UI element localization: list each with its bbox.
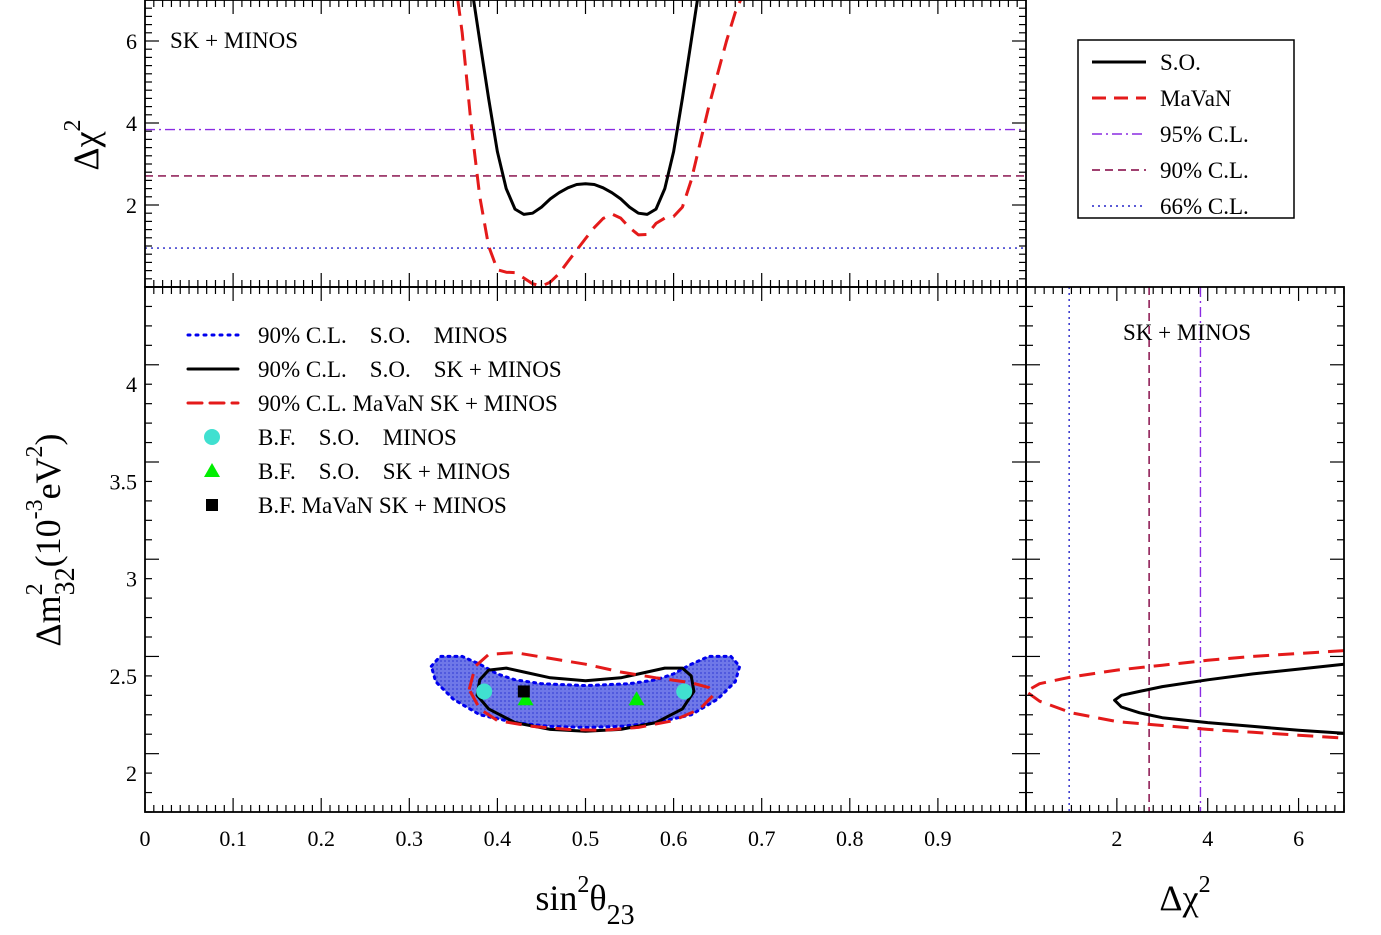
main-legend-swatch-b-f-mavan-sk-minos — [206, 499, 218, 511]
best-fit-b-f-s-o-sk-minos — [628, 691, 645, 706]
right-x-tick-label: 2 — [1111, 826, 1122, 851]
main-panel: 0 0.1 0.2 0.3 0.4 0.5 0.6 0.7 0.8 0.9 2 2.5 3 3.5 4 9… — [22, 286, 1027, 931]
main-x-tick-label: 0.3 — [396, 826, 424, 851]
main-legend: 90% C.L. S.O. MINOS 90% C.L. S.O. SK + MI… — [186, 323, 562, 518]
top-annotation: SK + MINOS — [170, 28, 298, 53]
main-x-tick-label: 0.5 — [572, 826, 600, 851]
main-x-tick-label: 0 — [140, 826, 151, 851]
contour-90-c-l-s-o-minos — [429, 654, 742, 729]
right-curve-mavan — [1026, 649, 1344, 740]
top-legend-label-95-c-l: 95% C.L. — [1160, 122, 1249, 147]
top-legend-label-66-c-l: 66% C.L. — [1160, 194, 1249, 219]
main-legend-label: 90% C.L. S.O. MINOS — [258, 323, 508, 348]
main-legend-swatch-b-f-s-o-sk-minos — [204, 463, 220, 477]
top-y-axis-label: Δχ2 — [60, 119, 106, 170]
top-y-tick-label: 2 — [126, 193, 137, 218]
best-fit-b-f-mavan-sk-minos — [517, 685, 530, 698]
top-y-tick-label: 4 — [126, 111, 137, 136]
main-y-tick-label: 3 — [126, 567, 137, 592]
top-legend: S.O. MaVaN 95% C.L. 90% C.L. 66% C.L. — [1077, 39, 1295, 219]
right-curve-s-o — [1113, 662, 1344, 735]
main-legend-label: 90% C.L. S.O. SK + MINOS — [258, 357, 562, 382]
main-y-tick-label: 3.5 — [110, 469, 138, 494]
main-y-axis-label: Δm232(10-3eV2) — [22, 433, 81, 646]
best-fit-b-f-s-o-minos — [676, 683, 693, 700]
top-legend-box — [1077, 39, 1295, 219]
main-legend-label: B.F. S.O. SK + MINOS — [258, 459, 511, 484]
top-curve-mavan — [456, 0, 742, 287]
main-legend-swatch-b-f-s-o-minos — [204, 429, 220, 445]
top-legend-label-90-c-l: 90% C.L. — [1160, 158, 1249, 183]
right-x-tick-label: 4 — [1202, 826, 1213, 851]
main-x-tick-label: 0.6 — [660, 826, 688, 851]
right-annotation: SK + MINOS — [1123, 320, 1251, 345]
top-y-tick-label: 6 — [126, 29, 137, 54]
main-legend-label: B.F. S.O. MINOS — [258, 425, 457, 450]
best-fit-b-f-s-o-sk-minos — [517, 691, 534, 706]
right-x-axis-label: Δχ2 — [1159, 872, 1210, 918]
top-curve-s-o — [472, 0, 699, 216]
main-legend-label: 90% C.L. MaVaN SK + MINOS — [258, 391, 558, 416]
top-legend-label-mavan: MaVaN — [1160, 86, 1232, 111]
top-legend-label-s-o: S.O. — [1160, 50, 1201, 75]
main-x-tick-label: 0.4 — [484, 826, 512, 851]
best-fit-b-f-s-o-minos — [476, 683, 493, 700]
main-y-tick-label: 2 — [126, 761, 137, 786]
main-y-tick-label: 4 — [126, 372, 137, 397]
main-x-axis-label: sin2θ23 — [535, 872, 634, 931]
right-panel-frame — [1025, 286, 1345, 813]
right-x-tick-label: 6 — [1293, 826, 1304, 851]
main-legend-label: B.F. MaVaN SK + MINOS — [258, 493, 507, 518]
main-x-tick-label: 0.2 — [307, 826, 335, 851]
main-x-tick-label: 0.8 — [836, 826, 864, 851]
contour-90-c-l-mavan-sk-minos — [467, 651, 715, 732]
top-panel: 2 4 6 SK + MINOS Δχ2 — [60, 0, 1027, 288]
main-x-tick-label: 0.1 — [219, 826, 247, 851]
main-x-tick-label: 0.9 — [924, 826, 952, 851]
right-panel: 2 4 6 SK + MINOS Δχ2 — [1025, 286, 1345, 918]
main-y-tick-label: 2.5 — [110, 664, 138, 689]
main-x-tick-label: 0.7 — [748, 826, 776, 851]
